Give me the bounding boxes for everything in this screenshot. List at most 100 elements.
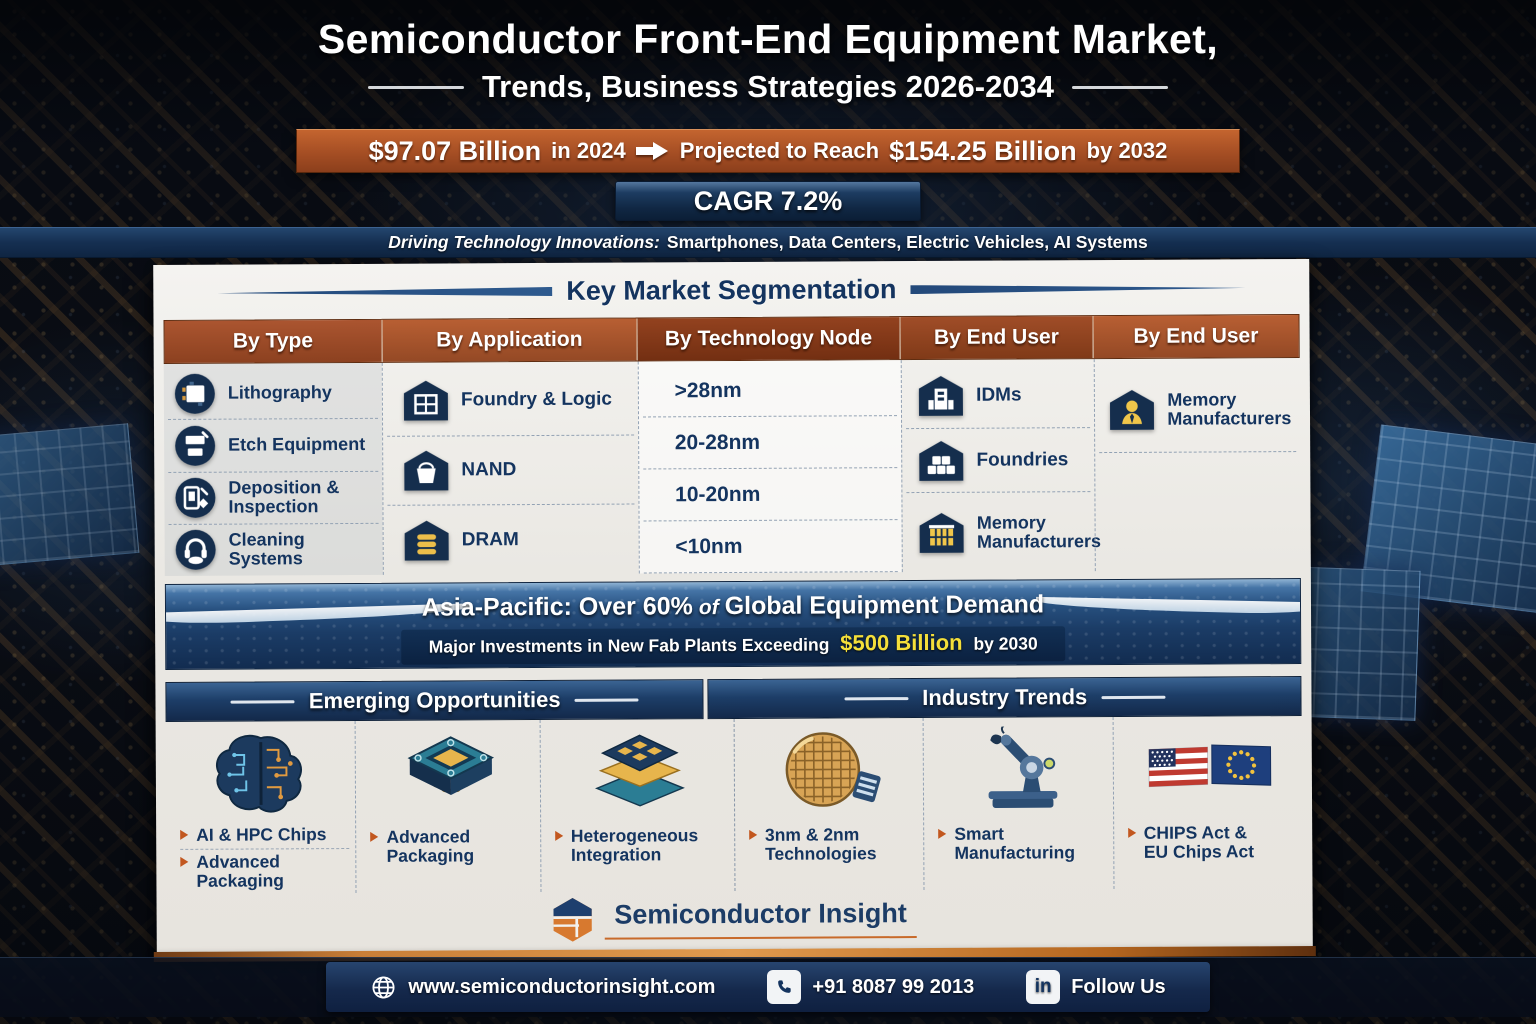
opportunity-labels: Advanced Packaging [366, 822, 536, 869]
brand-row: Semiconductor Insight [157, 893, 1313, 945]
drivers-prefix: Driving Technology Innovations: [388, 232, 660, 252]
deposition-inspection-icon [175, 477, 216, 518]
list-item: <10nm [643, 520, 899, 574]
section-body: AI & HPC Chips Advanced Packaging Advanc… [166, 716, 1303, 894]
page-subtitle-row: Trends, Business Strategies 2026-2034 [0, 69, 1536, 105]
lithography-icon [174, 373, 215, 414]
label-row: Heterogeneous Integration [554, 823, 728, 868]
segmentation-title-row: Key Market Segmentation [153, 259, 1309, 309]
phone-link[interactable]: +91 8087 99 2013 [767, 970, 974, 1004]
segmentation-title: Key Market Segmentation [566, 274, 897, 306]
asia-demand-line: Asia-Pacific: Over 60% of Global Equipment… [166, 589, 1300, 624]
fab-investment-line: Major Investments in New Fab Plants Exce… [400, 626, 1066, 665]
value-2024: $97.07 Billion [368, 135, 542, 166]
header: Semiconductor Front-End Equipment Market… [0, 16, 1536, 105]
column-by-technology-node: >28nm 20-28nm 10-20nm <10nm [637, 360, 903, 574]
website-link[interactable]: www.semiconductorinsight.com [370, 974, 715, 1001]
trend-labels: Smart Manufacturing [934, 819, 1109, 866]
list-item: >28nm [642, 364, 898, 418]
list-item-label: Memory Manufacturers [976, 512, 1101, 552]
asia-of: of [698, 596, 719, 620]
trend-cell-nodes: 3nm & 2nm Technologies [733, 718, 924, 891]
column-by-end-user-1: IDMs Foundries Memory Manufacturers [900, 359, 1101, 573]
list-item-label: Etch Equipment [228, 434, 366, 456]
main-card: Key Market Segmentation By Type By Appli… [153, 258, 1313, 954]
list-item: Foundries [906, 427, 1091, 494]
dash-decor [1101, 695, 1166, 699]
list-item-label: Foundries [976, 448, 1069, 471]
list-item-label: Deposition & Inspection [228, 477, 340, 517]
investment-highlight: $500 Billion [840, 629, 963, 656]
list-item: 20-28nm [642, 416, 898, 470]
opportunity-cell-heterogeneous: Heterogeneous Integration [539, 718, 735, 893]
asia-rest: Global Equipment Demand [724, 590, 1045, 621]
emerging-opportunities-header: Emerging Opportunities [165, 679, 705, 722]
dash-decor [230, 699, 295, 704]
list-item: IDMs [905, 363, 1091, 429]
opportunity-cell-ai: AI & HPC Chips Advanced Packaging [166, 721, 356, 894]
list-item: Memory Manufacturers [907, 493, 1101, 573]
column-header-by-technology-node: By Technology Node [637, 317, 901, 361]
list-item: Cleaning Systems [169, 524, 379, 576]
linkedin-glyph: in [1034, 976, 1052, 997]
column-by-application: Foundry & Logic NAND DRAM [381, 361, 639, 575]
label-row: Advanced Packaging [370, 824, 534, 869]
investment-rest: by 2030 [973, 633, 1038, 654]
asia-lead: Asia-Pacific: Over 60% [421, 592, 693, 622]
bullet-arrow-icon [370, 831, 379, 842]
opportunity-label: Heterogeneous Integration [570, 825, 699, 866]
nand-icon [404, 450, 449, 491]
list-item-label: NAND [461, 459, 517, 481]
list-item: Deposition & Inspection [168, 471, 379, 525]
label-row: AI & HPC Chips [180, 822, 349, 848]
page-title: Semiconductor Front-End Equipment Market… [317, 16, 1219, 62]
chip-package-icon [366, 726, 536, 823]
segmentation-header-row: By Type By Application By Technology Nod… [163, 314, 1300, 364]
period-2024: in 2024 [551, 138, 626, 163]
column-header-by-end-user-2: By End User [1093, 315, 1299, 359]
bullet-arrow-icon [180, 856, 189, 867]
dash-line-left [367, 85, 464, 89]
list-item: Lithography [167, 366, 379, 421]
social-text: Follow Us [1071, 975, 1166, 998]
trend-labels: 3nm & 2nm Technologies [745, 820, 920, 867]
cagr-badge: CAGR 7.2% [615, 181, 921, 221]
industry-trends-header: Industry Trends [707, 676, 1302, 720]
list-item: Foundry & Logic [386, 365, 634, 437]
foundry-logic-icon [404, 381, 449, 421]
segmentation-body: Lithography Etch Equipment Deposition & … [163, 358, 1301, 576]
list-item: Memory Manufacturers [1099, 366, 1297, 454]
dash-line-right [1072, 85, 1169, 89]
bullet-arrow-icon [938, 828, 947, 839]
social-link[interactable]: in Follow Us [1026, 970, 1166, 1004]
column-header-by-end-user-1: By End User [900, 316, 1094, 360]
memory-person-icon [1110, 389, 1155, 430]
label-row: Advanced Packaging [180, 847, 350, 894]
market-value-banner: $97.07 Billion in 2024 Projected to Reac… [296, 129, 1240, 173]
decorative-chip-left [0, 423, 140, 567]
list-item: 10-20nm [642, 468, 898, 522]
dash-decor [844, 696, 909, 700]
cleaning-systems-icon [175, 530, 216, 571]
brand-name: Semiconductor Insight [604, 898, 918, 940]
robot-arm-icon [934, 723, 1109, 820]
bullet-arrow-icon [1127, 827, 1136, 838]
label-row: CHIPS Act & EU Chips Act [1127, 820, 1297, 865]
dash-decor [574, 697, 639, 702]
ai-brain-circuit-icon [176, 727, 352, 821]
bullet-arrow-icon [554, 830, 563, 841]
asia-pacific-banner: Asia-Pacific: Over 60% of Global Equipment… [164, 578, 1302, 670]
trend-label: Smart Manufacturing [954, 823, 1076, 864]
list-item: DRAM [388, 505, 635, 575]
investment-lead: Major Investments in New Fab Plants Exce… [428, 634, 830, 657]
semiconductor-insight-logo-icon [553, 898, 592, 942]
period-2032: by 2032 [1086, 138, 1168, 163]
opportunity-labels: Heterogeneous Integration [551, 821, 730, 868]
page-subtitle: Trends, Business Strategies 2026-2034 [481, 69, 1055, 104]
drivers-items: Smartphones, Data Centers, Electric Vehi… [666, 232, 1148, 252]
column-header-by-type: By Type [164, 319, 383, 363]
etch-equipment-icon [175, 425, 216, 466]
industry-trends-title: Industry Trends [922, 684, 1088, 711]
emerging-opportunities-title: Emerging Opportunities [308, 686, 561, 714]
label-row: 3nm & 2nm Technologies [748, 822, 918, 867]
